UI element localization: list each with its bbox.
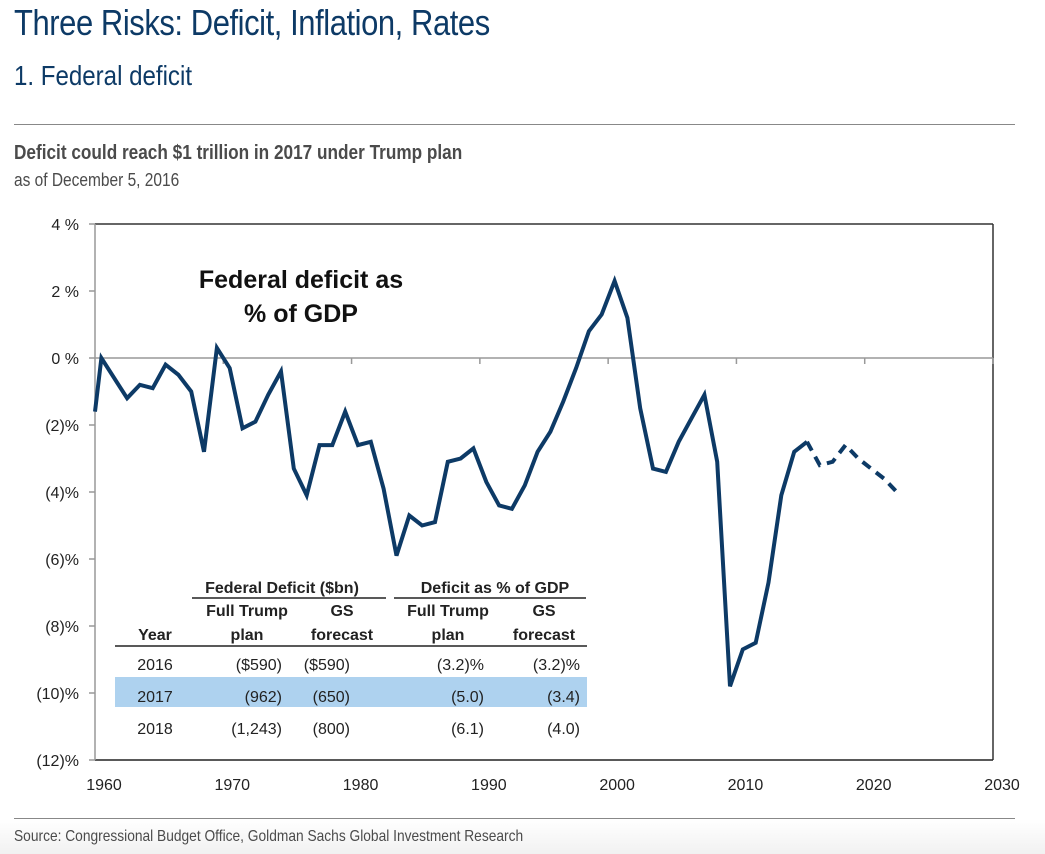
table-cell: (962) [245, 689, 282, 706]
x-tick-label: 2000 [599, 777, 635, 794]
x-tick-label: 2020 [856, 777, 892, 794]
x-tick-label: 2030 [984, 777, 1020, 794]
y-tick-label: (10)% [36, 686, 79, 703]
table-group-header: Deficit as % of GDP [421, 580, 570, 597]
table-cell: (1,243) [231, 721, 282, 738]
y-tick-label: (12)% [36, 753, 79, 770]
table-cell: 2016 [137, 657, 173, 674]
chart-series [93, 275, 899, 687]
table-group-header: Federal Deficit ($bn) [205, 580, 359, 597]
table-cell: (3.2)% [437, 657, 484, 674]
y-tick-label: 4 % [51, 217, 79, 234]
table-column-header: forecast [513, 627, 576, 644]
footer-background [0, 819, 1045, 854]
table-cell: ($590) [304, 657, 350, 674]
table-highlight-row [115, 677, 587, 707]
annotation-line-2: % of GDP [244, 300, 358, 328]
forecast-line [805, 440, 899, 494]
section-title: 1. Federal deficit [14, 60, 193, 91]
y-tick-label: 2 % [51, 284, 79, 301]
actual-line [93, 275, 809, 687]
table-column-header: GS [330, 603, 353, 620]
chart-ticks: 4 % 2 % 0 % (2)% (4)% (6)% (8)% (10)% (12)% 1960 1… [36, 217, 1020, 794]
x-tick-label: 1970 [214, 777, 250, 794]
y-tick-label: (8)% [45, 619, 79, 636]
table-cell: 2018 [137, 721, 173, 738]
table-cell: (3.2)% [533, 657, 580, 674]
table-cell: (6.1) [451, 721, 484, 738]
chart-annotation: Federal deficit as % of GDP [199, 266, 403, 328]
table-column-header: forecast [311, 627, 374, 644]
table-cell: (4.0) [547, 721, 580, 738]
source-note: Source: Congressional Budget Office, Gol… [14, 828, 524, 845]
table-column-header: Year [138, 627, 172, 644]
x-tick-label: 1980 [343, 777, 379, 794]
page-title: Three Risks: Deficit, Inflation, Rates [14, 2, 490, 43]
annotation-line-1: Federal deficit as [199, 266, 403, 294]
y-tick-label: (4)% [45, 485, 79, 502]
table-cell: (5.0) [451, 689, 484, 706]
x-tick-label: 1960 [86, 777, 122, 794]
table-column-header: plan [432, 627, 465, 644]
chart-axes [94, 223, 994, 761]
x-tick-label: 2010 [728, 777, 764, 794]
data-table: Federal Deficit ($bn) Deficit as % of GDP… [115, 580, 587, 738]
table-cell: (800) [313, 721, 350, 738]
table-cell: (650) [313, 689, 350, 706]
y-tick-label: 0 % [51, 351, 79, 368]
table-column-header: plan [231, 627, 264, 644]
table-column-header: Full Trump [407, 603, 489, 620]
table-column-header: GS [532, 603, 555, 620]
divider-top [14, 124, 1015, 125]
table-cell: (3.4) [547, 689, 580, 706]
y-tick-label: (2)% [45, 418, 79, 435]
y-tick-label: (6)% [45, 552, 79, 569]
table-cell: 2017 [137, 689, 173, 706]
table-cell: ($590) [236, 657, 282, 674]
deficit-chart: 4 % 2 % 0 % (2)% (4)% (6)% (8)% (10)% (12)% 1960 1… [36, 217, 1020, 794]
table-column-header: Full Trump [206, 603, 288, 620]
chart-title: Deficit could reach $1 trillion in 2017 … [14, 142, 463, 164]
x-tick-label: 1990 [471, 777, 507, 794]
chart-subtitle: as of December 5, 2016 [14, 170, 180, 190]
divider-bottom [14, 818, 1015, 819]
